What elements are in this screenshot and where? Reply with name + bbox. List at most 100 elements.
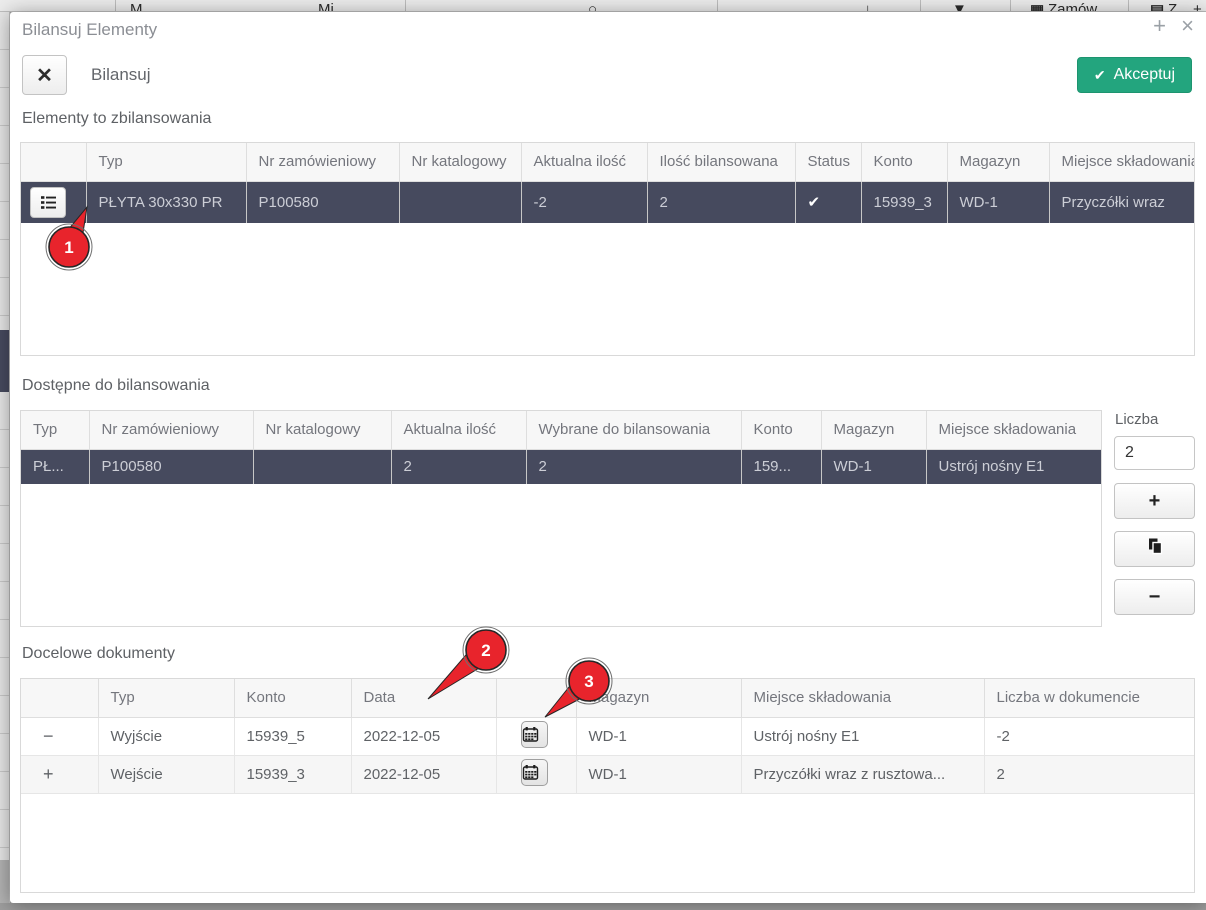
column-header-nr-katalogowy[interactable]: Nr katalogowy: [253, 411, 392, 450]
column-header-aktualna-ilosc[interactable]: Aktualna ilość: [521, 143, 648, 182]
cell-miejsce-skladowania: Przyczółki wraz z rusztowa...: [741, 755, 985, 794]
elements-table-row[interactable]: PŁYTA 30x330 PR P100580 -2 2 ✔ 15939_3 W…: [21, 181, 1194, 223]
column-header-status[interactable]: Status: [795, 143, 862, 182]
calendar-icon: ▦: [1030, 2, 1045, 12]
background-toolbar: M Mi ○ ↓ ▼ ▦ Zamów ▤ Z +: [0, 0, 1206, 12]
cell-magazyn: WD-1: [576, 717, 742, 756]
column-header-miejsce-skladowania[interactable]: Miejsce składowania: [926, 411, 1101, 450]
background-column-cell: [920, 0, 921, 11]
column-header-miejsce-skladowania[interactable]: Miejsce składowania: [1049, 143, 1194, 182]
cell-nr-katalogowy: [253, 449, 392, 484]
copy-button[interactable]: [1114, 531, 1195, 567]
background-column-cell: [717, 0, 718, 11]
background-column-cell: [1010, 0, 1011, 11]
background-text-fragment: Z: [1168, 1, 1178, 12]
minus-icon: −: [1148, 585, 1161, 608]
cell-wybrane: 2: [526, 449, 742, 484]
cell-magazyn: WD-1: [821, 449, 927, 484]
available-table-row[interactable]: PŁ... P100580 2 2 159... WD-1 Ustrój noś…: [21, 449, 1101, 484]
column-header-typ[interactable]: Typ: [21, 411, 90, 450]
cell-konto: 15939_3: [861, 181, 948, 223]
background-footer-edge: [0, 860, 9, 903]
column-header-aktualna-ilosc[interactable]: Aktualna ilość: [391, 411, 527, 450]
accept-button-label: Akceptuj: [1113, 66, 1175, 83]
add-button[interactable]: +: [1114, 483, 1195, 519]
column-header: [21, 143, 87, 182]
cell-calendar: [496, 717, 577, 756]
check-icon: ✔: [1093, 66, 1106, 83]
column-header-ilosc-bilansowana[interactable]: Ilość bilansowana: [647, 143, 796, 182]
column-header-miejsce-skladowania[interactable]: Miejsce składowania: [741, 679, 985, 718]
close-icon[interactable]: ×: [1181, 13, 1194, 38]
cell-konto: 159...: [741, 449, 822, 484]
column-header-typ[interactable]: Typ: [86, 143, 247, 182]
arrow-down-icon: ↓: [864, 1, 872, 12]
column-header-wybrane[interactable]: Wybrane do bilansowania: [526, 411, 742, 450]
cell-konto: 15939_3: [234, 755, 352, 794]
cell-miejsce-skladowania: Przyczółki wraz: [1049, 181, 1194, 223]
section-heading-available: Dostępne do bilansowania: [22, 377, 210, 394]
mode-label: Bilansuj: [91, 65, 151, 84]
cell-typ: Wejście: [98, 755, 235, 794]
background-column-cell: [1128, 0, 1129, 11]
accept-button[interactable]: ✔ Akceptuj: [1076, 57, 1192, 93]
background-column-cell: [405, 0, 575, 11]
cell-typ: Wyjście: [98, 717, 235, 756]
dialog-title: Bilansuj Elementy: [22, 20, 158, 39]
column-header-magazyn[interactable]: Magazyn: [947, 143, 1050, 182]
cell-data: 2022-12-05: [351, 717, 497, 756]
cell-aktualna-ilosc: -2: [521, 181, 648, 223]
remove-button[interactable]: −: [1114, 579, 1195, 615]
documents-header-row: Typ Konto Data Magazyn Miejsce składowan…: [21, 679, 1194, 718]
filter-icon: ▼: [952, 1, 967, 12]
cell-ilosc-bilansowana: 2: [647, 181, 796, 223]
column-header-typ[interactable]: Typ: [98, 679, 235, 718]
column-header-nr-zamowieniowy[interactable]: Nr zamówieniowy: [89, 411, 254, 450]
maximize-icon[interactable]: +: [1153, 13, 1166, 38]
column-header-magazyn[interactable]: Magazyn: [821, 411, 927, 450]
column-header-data[interactable]: Data: [351, 679, 497, 718]
row-menu-button[interactable]: [30, 186, 66, 218]
background-selected-row-edge: [0, 330, 9, 392]
column-header-calendar: [496, 679, 577, 718]
column-header-konto[interactable]: Konto: [741, 411, 822, 450]
copy-icon: [1146, 537, 1164, 561]
calendar-button[interactable]: [520, 759, 548, 786]
list-icon: [40, 194, 57, 211]
cell-liczba-w-dokumencie: -2: [984, 717, 1194, 756]
liczba-input[interactable]: [1114, 436, 1195, 470]
elements-table: Typ Nr zamówieniowy Nr katalogowy Aktual…: [20, 142, 1195, 356]
background-icon: ▤: [1150, 2, 1165, 12]
liczba-label: Liczba: [1115, 411, 1159, 428]
column-header-konto[interactable]: Konto: [861, 143, 948, 182]
row-sign-plus: +: [21, 755, 99, 794]
column-header-nr-zamowieniowy[interactable]: Nr zamówieniowy: [246, 143, 400, 182]
close-x-icon: ✕: [36, 64, 53, 87]
cancel-button[interactable]: ✕: [22, 55, 67, 95]
cell-nr-zamowieniowy: P100580: [89, 449, 254, 484]
row-sign-minus: −: [21, 717, 99, 756]
documents-table: Typ Konto Data Magazyn Miejsce składowan…: [20, 678, 1195, 893]
cell-magazyn: WD-1: [576, 755, 742, 794]
background-column-cell: [115, 0, 305, 11]
cell-aktualna-ilosc: 2: [391, 449, 527, 484]
calendar-icon: [522, 764, 547, 781]
column-header-konto[interactable]: Konto: [234, 679, 352, 718]
background-text-fragment: +: [1193, 1, 1202, 12]
column-header: [21, 679, 99, 718]
background-text-fragment: M: [130, 1, 143, 12]
documents-table-row[interactable]: − Wyjście 15939_5 2022-12-05: [21, 717, 1194, 756]
column-header-magazyn[interactable]: Magazyn: [576, 679, 742, 718]
background-table-edge: [0, 12, 10, 903]
cell-nr-zamowieniowy: P100580: [246, 181, 400, 223]
calendar-button[interactable]: [520, 721, 548, 748]
plus-icon: +: [1148, 489, 1161, 512]
cell-miejsce-skladowania: Ustrój nośny E1: [741, 717, 985, 756]
cell-liczba-w-dokumencie: 2: [984, 755, 1194, 794]
cell-typ: PŁ...: [21, 449, 90, 484]
column-header-liczba-w-dokumencie[interactable]: Liczba w dokumencie: [984, 679, 1194, 718]
column-header-nr-katalogowy[interactable]: Nr katalogowy: [399, 143, 522, 182]
cell-data: 2022-12-05: [351, 755, 497, 794]
documents-table-row[interactable]: + Wejście 15939_3 2022-12-05: [21, 755, 1194, 794]
cell-konto: 15939_5: [234, 717, 352, 756]
